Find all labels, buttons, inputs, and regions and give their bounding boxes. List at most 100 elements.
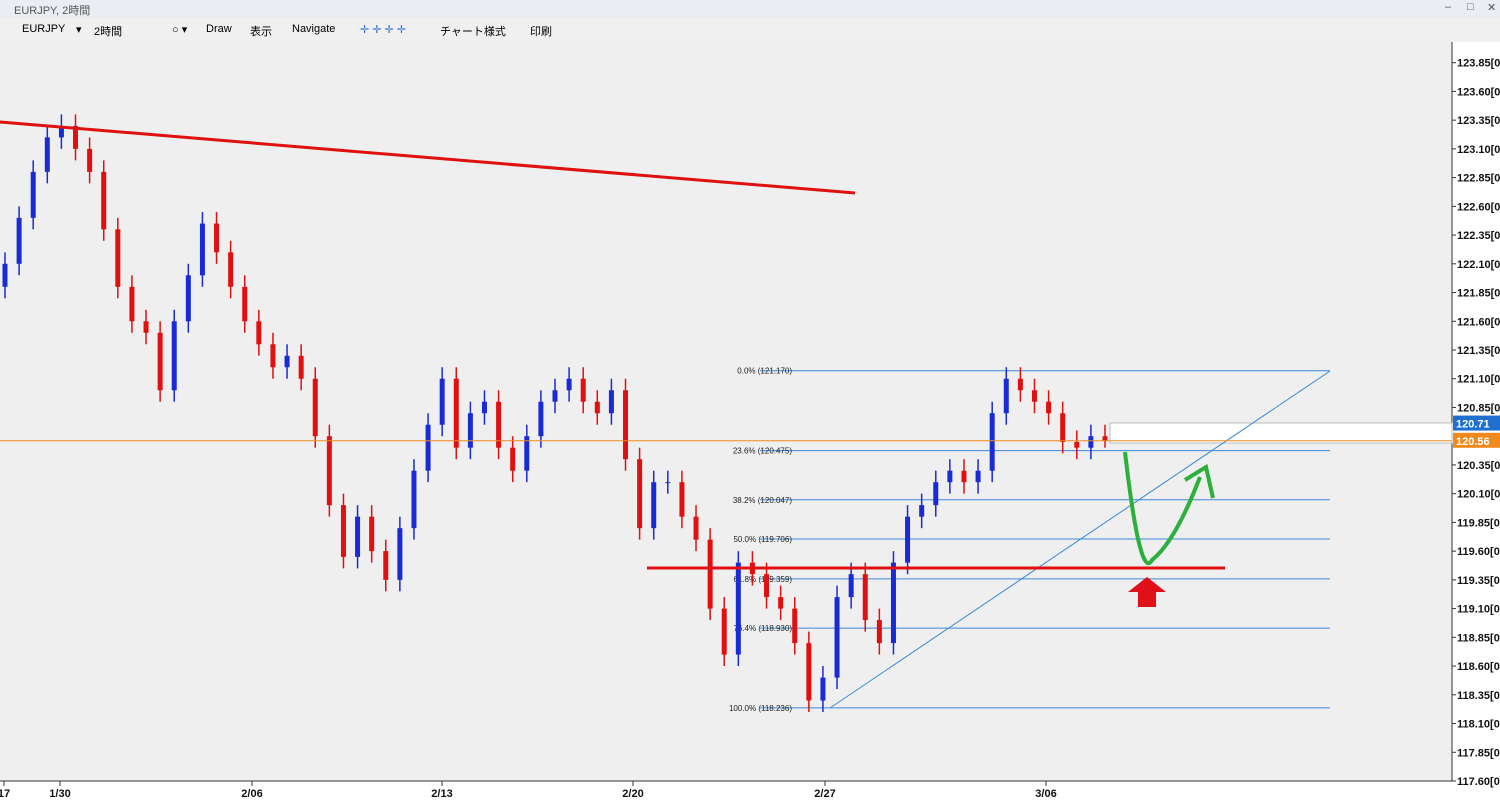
candle-body xyxy=(214,223,220,253)
toolbar-item[interactable]: 表示 xyxy=(250,26,272,38)
candle-body xyxy=(651,482,657,529)
price-tag xyxy=(1453,432,1500,448)
candle-body xyxy=(566,378,572,391)
fib-label: 38.2% (120.047) xyxy=(733,496,792,505)
y-tick-label: 120.10[0 xyxy=(1457,489,1500,501)
candle-body xyxy=(496,401,502,448)
timeframe-select[interactable]: 2時間 xyxy=(94,26,123,38)
candle-body xyxy=(171,321,177,391)
x-tick-label: 3/06 xyxy=(1035,788,1056,800)
y-tick-label: 118.35[0 xyxy=(1457,690,1500,702)
candle-body xyxy=(524,436,530,471)
y-tick-label: 123.35[0 xyxy=(1457,115,1500,127)
candle-body xyxy=(143,321,149,333)
forecast-arrowhead xyxy=(1183,463,1215,499)
candle-body xyxy=(623,390,629,460)
candle-body xyxy=(228,252,234,287)
candle-body xyxy=(608,390,614,414)
trend-line xyxy=(0,120,856,195)
candle-body xyxy=(580,378,586,402)
candle-body xyxy=(340,505,346,557)
dropdown[interactable]: ▾ xyxy=(76,24,82,36)
candle-body xyxy=(16,217,22,264)
close[interactable]: ✕ xyxy=(1487,2,1497,14)
minimize[interactable]: – xyxy=(1445,1,1452,13)
candle-body xyxy=(129,286,135,322)
y-tick-label: 122.85[0 xyxy=(1457,173,1500,185)
fib-label: 61.8% (119.359) xyxy=(733,575,792,584)
y-tick-label: 119.60[0 xyxy=(1457,546,1500,558)
candle-body xyxy=(1060,413,1066,442)
candle-body xyxy=(876,620,882,644)
candle-body xyxy=(721,608,727,655)
candle-body xyxy=(467,413,473,448)
candle-body xyxy=(326,436,332,506)
shape-tool[interactable]: ○ ▾ xyxy=(172,24,188,36)
toolbar-item[interactable]: 印刷 xyxy=(530,26,552,38)
x-tick-label: 2/27 xyxy=(814,788,835,800)
candle-body xyxy=(778,597,784,609)
y-tick-label: 123.85[0 xyxy=(1457,58,1500,70)
candle-body xyxy=(481,401,487,414)
candle-body xyxy=(115,229,121,287)
price-tag-label: 120.71 xyxy=(1456,419,1490,431)
x-tick-label: 1/30 xyxy=(49,788,70,800)
candle-body xyxy=(1074,441,1080,448)
y-tick-label: 122.35[0 xyxy=(1457,230,1500,242)
y-tick-label: 123.10[0 xyxy=(1457,144,1500,156)
toolbar-item[interactable]: Navigate xyxy=(292,23,336,35)
candle-body xyxy=(820,677,826,701)
cursor-tools[interactable]: ✛ ✛ ✛ ✛ xyxy=(360,24,407,36)
candle-body xyxy=(735,562,741,655)
symbol-select[interactable]: EURJPY xyxy=(22,23,66,35)
candle-body xyxy=(792,608,798,644)
y-tick-label: 122.10[0 xyxy=(1457,259,1500,271)
toolbar-item[interactable]: チャート様式 xyxy=(440,26,506,38)
candle-body xyxy=(73,125,79,149)
candle-body xyxy=(933,482,939,506)
x-tick-label: 2/20 xyxy=(622,788,643,800)
y-tick-label: 120.35[0 xyxy=(1457,460,1500,472)
y-tick-label: 118.85[0 xyxy=(1457,632,1500,644)
candle-body xyxy=(355,516,361,557)
candle-body xyxy=(1088,436,1094,448)
candle-body xyxy=(707,539,713,609)
x-tick-label: 17 xyxy=(0,788,10,800)
candle-body xyxy=(961,470,967,483)
y-tick-label: 121.10[0 xyxy=(1457,374,1500,386)
candle-body xyxy=(890,562,896,644)
candle-body xyxy=(87,148,93,172)
candle-body xyxy=(30,171,36,218)
candle-body xyxy=(665,482,671,484)
y-tick-label: 120.85[0 xyxy=(1457,402,1500,414)
candle-body xyxy=(101,171,107,230)
candle-body xyxy=(199,223,205,276)
candle-body xyxy=(1102,436,1108,441)
candle-body xyxy=(58,125,64,138)
up-arrow xyxy=(1128,577,1166,607)
candle-body xyxy=(679,482,685,517)
candle-body xyxy=(510,447,516,471)
y-tick-label: 117.85[0 xyxy=(1457,747,1500,759)
candle-body xyxy=(862,574,868,621)
y-tick-label: 119.10[0 xyxy=(1457,604,1500,616)
maximize[interactable]: □ xyxy=(1467,1,1474,13)
candle-body xyxy=(270,344,276,368)
x-tick-label: 2/13 xyxy=(431,788,452,800)
toolbar: EURJPY ▾ 2時間 ○ ▾ Draw 表示 Navigate ✛ ✛ ✛ … xyxy=(0,18,1500,43)
candle-body xyxy=(989,413,995,471)
candle-body xyxy=(806,643,812,701)
candle-body xyxy=(975,470,981,483)
candle-body xyxy=(1003,378,1009,414)
fib-diagonal xyxy=(829,370,1331,709)
chart: 123.85[0 123.60[0 123.35[0 123.10[0 122.85[0… xyxy=(0,42,1500,801)
candle-body xyxy=(397,528,403,580)
forecast-curve xyxy=(1123,451,1202,566)
fib-label: 23.6% (120.475) xyxy=(733,447,792,456)
plot-area xyxy=(0,42,1452,781)
candle-body xyxy=(383,551,389,580)
candle-body xyxy=(369,516,375,552)
candle-body xyxy=(637,459,643,529)
toolbar-item[interactable]: Draw xyxy=(206,23,232,35)
